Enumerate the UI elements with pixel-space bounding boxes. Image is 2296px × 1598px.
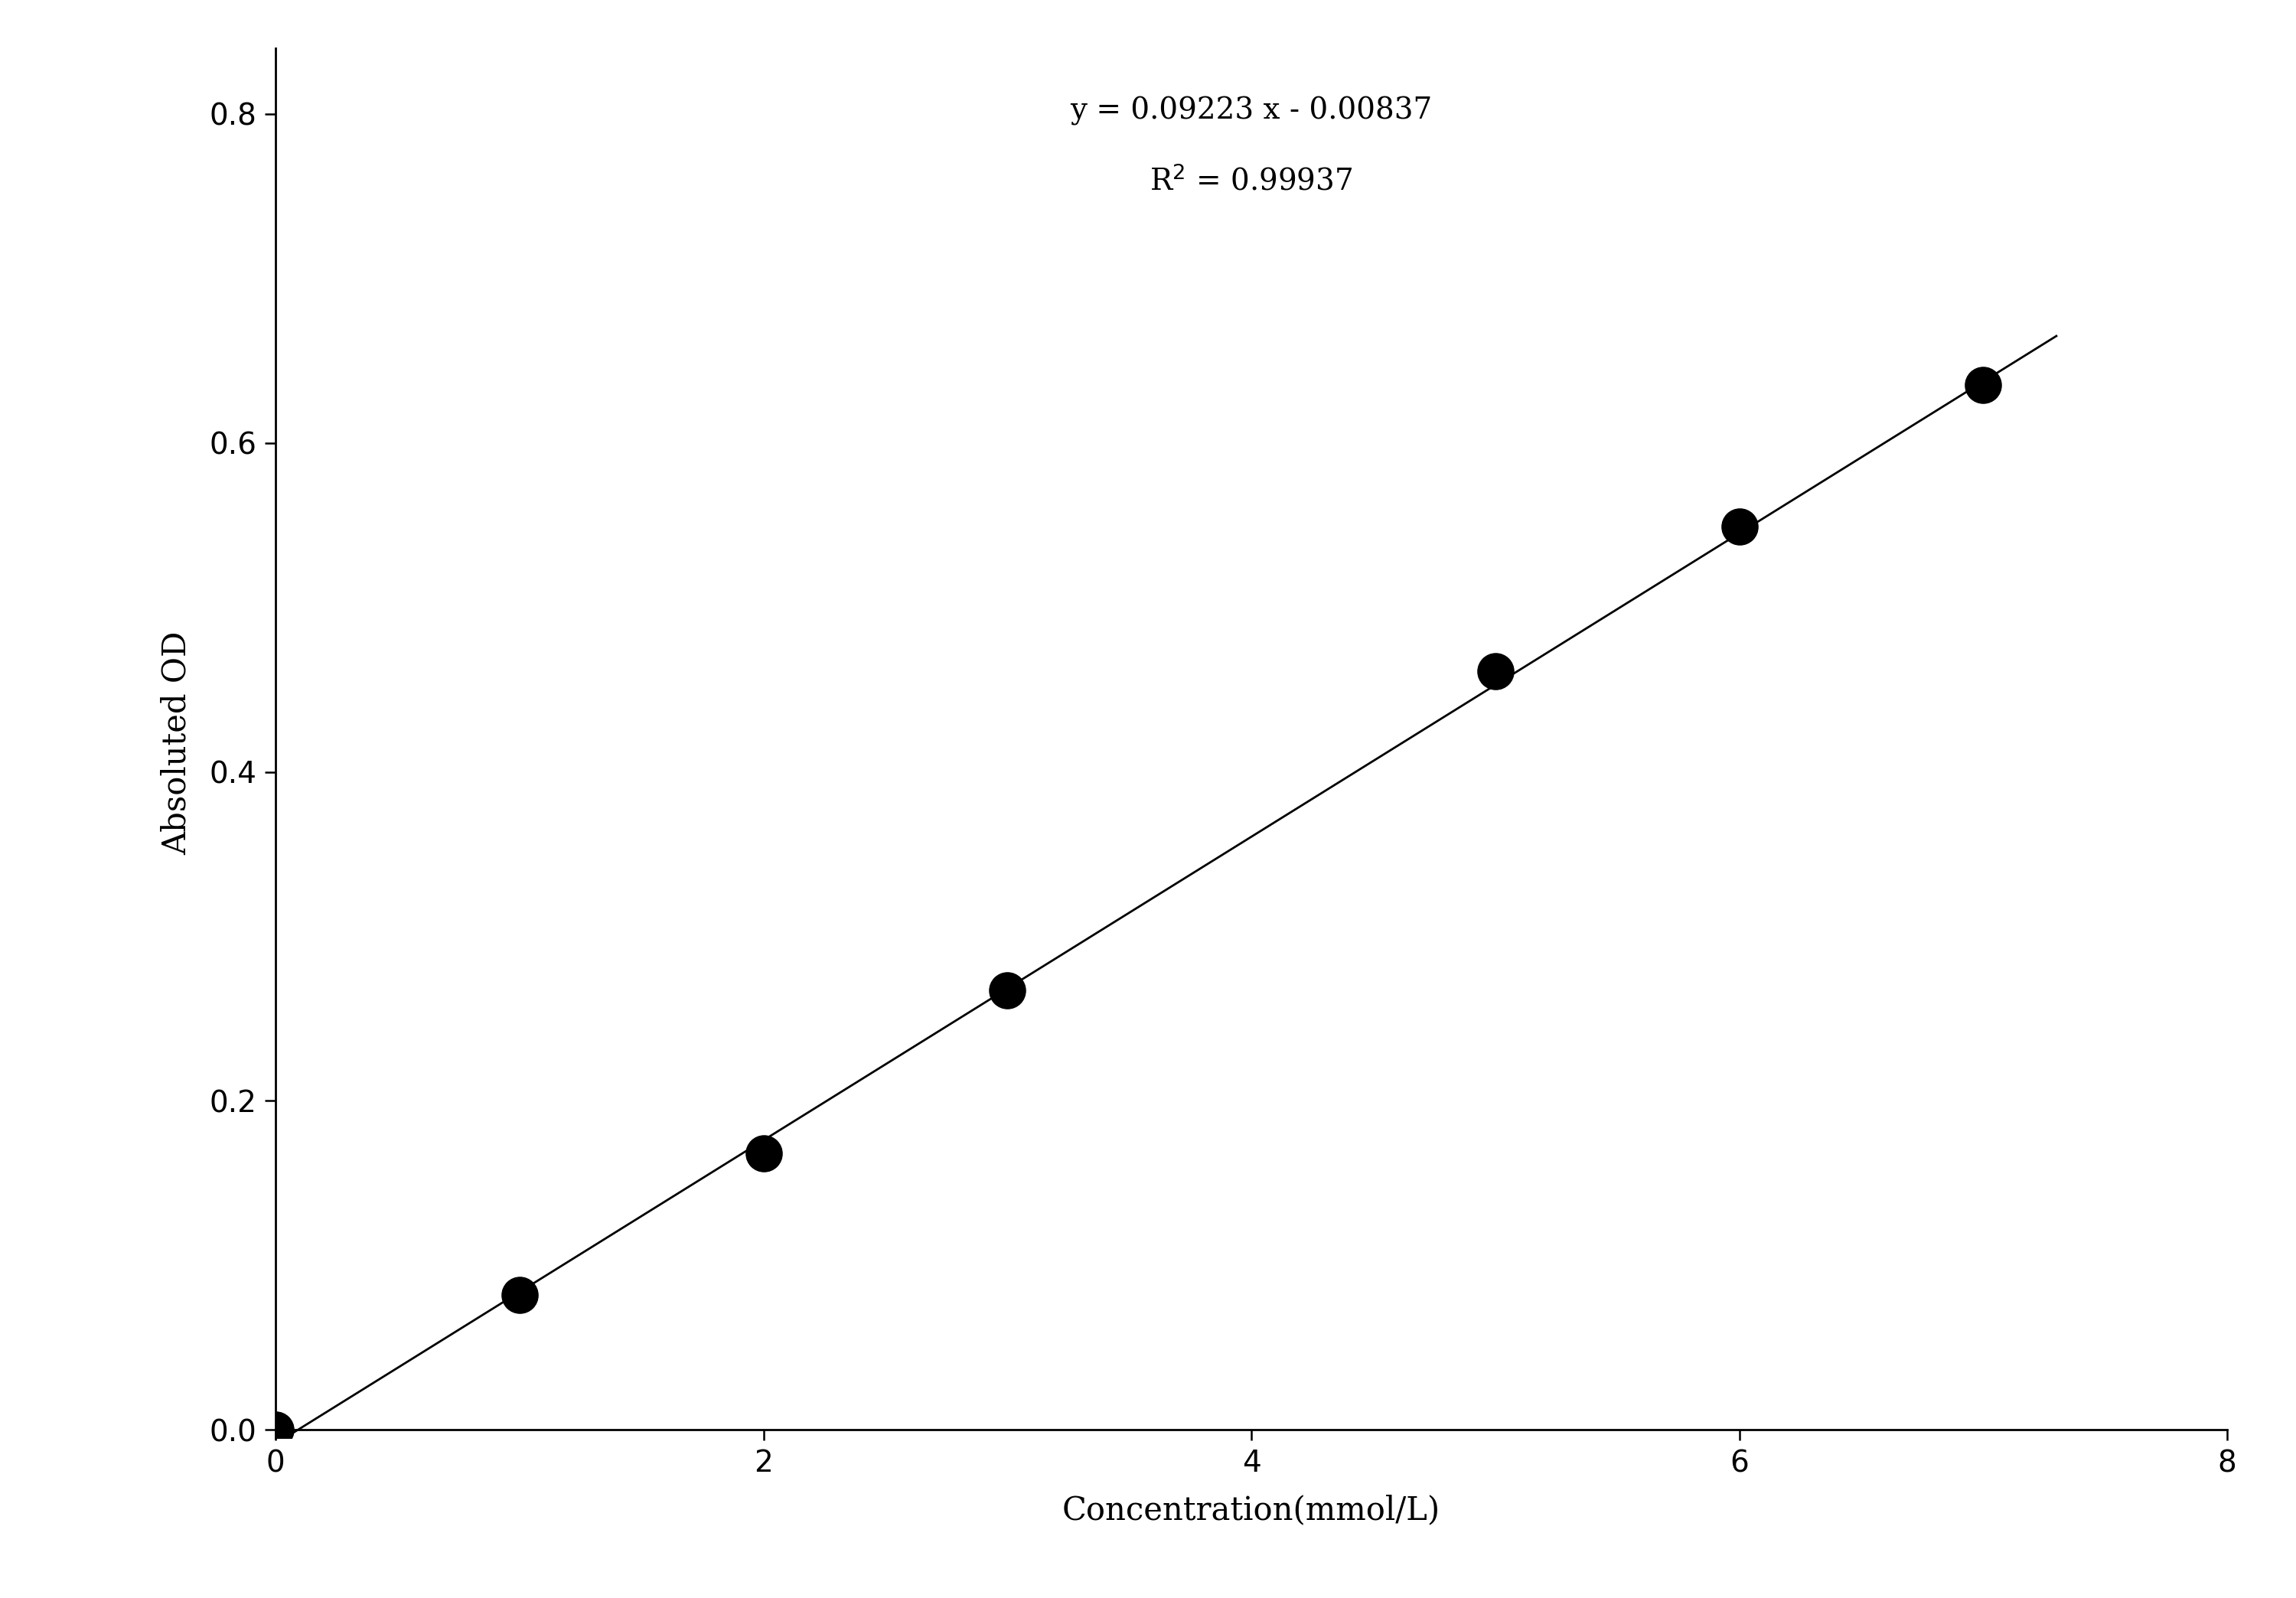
Point [1476, 658, 1513, 684]
Point [257, 1417, 294, 1443]
Point [744, 1141, 781, 1167]
X-axis label: Concentration(mmol/L): Concentration(mmol/L) [1063, 1494, 1440, 1526]
Text: R$^{2}$ = 0.99937: R$^{2}$ = 0.99937 [1150, 166, 1352, 197]
Text: y = 0.09223 x - 0.00837: y = 0.09223 x - 0.00837 [1070, 96, 1433, 126]
Point [1722, 515, 1759, 540]
Point [1965, 372, 2002, 398]
Point [990, 978, 1026, 1004]
Point [501, 1282, 537, 1307]
Y-axis label: Absoluted OD: Absoluted OD [161, 631, 193, 855]
